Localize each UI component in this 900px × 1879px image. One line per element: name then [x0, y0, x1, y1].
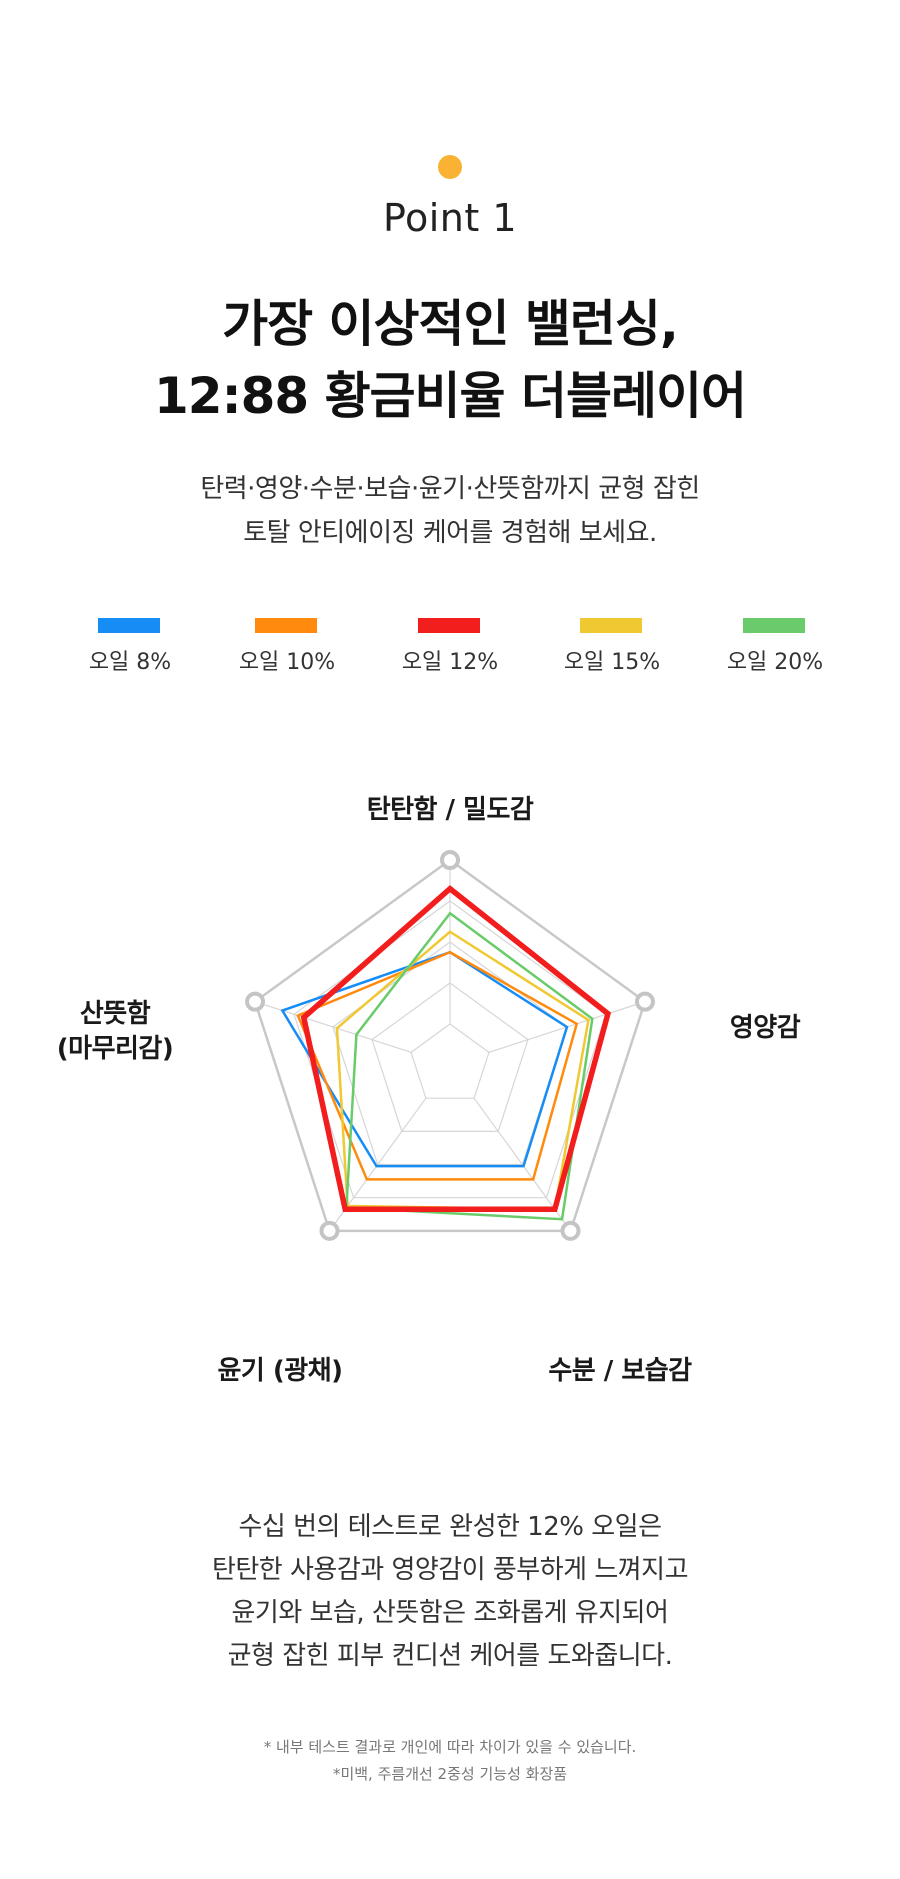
axis-label-line: 윤기 (광채) — [217, 1356, 344, 1386]
legend-swatch — [255, 618, 317, 633]
series-line — [280, 950, 569, 1168]
headline-line-1: 가장 이상적인 밸런싱, — [222, 295, 679, 353]
axis-label-moisture: 수분 / 보습감 — [505, 1354, 735, 1389]
legend-swatch — [98, 618, 160, 633]
intro-line-2: 토탈 안티에이징 케어를 경험해 보세요. — [243, 518, 657, 548]
outro-line-2: 탄탄한 사용감과 영양감이 풍부하게 느껴지고 — [211, 1555, 689, 1585]
outro-line-4: 균형 잡힌 피부 컨디션 케어를 도와줍니다. — [227, 1641, 673, 1671]
legend-swatch — [418, 618, 480, 633]
disclaimer-note: * 내부 테스트 결과로 개인에 따라 차이가 있을 수 있습니다. — [263, 1738, 637, 1756]
legend-label: 오일 8% — [88, 650, 172, 675]
grid-spoke — [254, 1001, 412, 1053]
series-line — [345, 911, 594, 1221]
point-dot — [438, 155, 462, 179]
axis-vertex-marker — [245, 991, 266, 1012]
series-line — [335, 930, 590, 1211]
legend-label: 오일 15% — [563, 650, 661, 675]
series-line — [296, 950, 579, 1181]
axis-vertex-marker — [319, 1220, 340, 1241]
axis-label-line: 수분 / 보습감 — [548, 1356, 692, 1386]
axis-label-line: (마무리감) — [56, 1034, 174, 1064]
legend-swatch — [580, 618, 642, 633]
outro-line-3: 윤기와 보습, 산뜻함은 조화롭게 유지되어 — [231, 1598, 669, 1628]
functional-cosmetic-note: *미백, 주름개선 2중성 기능성 화장품 — [332, 1765, 568, 1783]
grid-ring — [371, 982, 529, 1132]
axis-label-firmness: 탄탄함 / 밀도감 — [300, 793, 600, 828]
axis-label-line: 탄탄함 / 밀도감 — [366, 795, 534, 825]
legend-label: 오일 12% — [401, 650, 499, 675]
intro-line-1: 탄력·영양·수분·보습·윤기·산뜻함까지 균형 잡힌 — [200, 474, 700, 504]
headline-line-2: 12:88 황금비율 더블레이어 — [154, 367, 747, 425]
legend-label: 오일 20% — [726, 650, 824, 675]
grid-ring — [332, 941, 568, 1166]
axis-label-radiance: 윤기 (광채) — [190, 1354, 370, 1389]
axis-label-freshness: 산뜻함 (마무리감) — [40, 997, 190, 1067]
outro-line-1: 수십 번의 테스트로 완성한 12% 오일은 — [238, 1512, 663, 1542]
grid-ring — [293, 900, 607, 1199]
axis-label-line: 영양감 — [729, 1013, 801, 1043]
axis-label-nourishment: 영양감 — [710, 1011, 820, 1046]
grid-ring — [410, 1023, 490, 1099]
legend-swatch — [743, 618, 805, 633]
axis-vertex-marker — [440, 850, 460, 870]
axis-label-line: 산뜻함 — [79, 999, 151, 1029]
legend-label: 오일 10% — [238, 650, 336, 675]
point-label: Point 1 — [382, 196, 518, 240]
axis-vertex-marker — [634, 991, 655, 1012]
grid-ring — [253, 858, 647, 1233]
axis-vertex-marker — [560, 1220, 581, 1241]
series-line — [300, 885, 612, 1213]
